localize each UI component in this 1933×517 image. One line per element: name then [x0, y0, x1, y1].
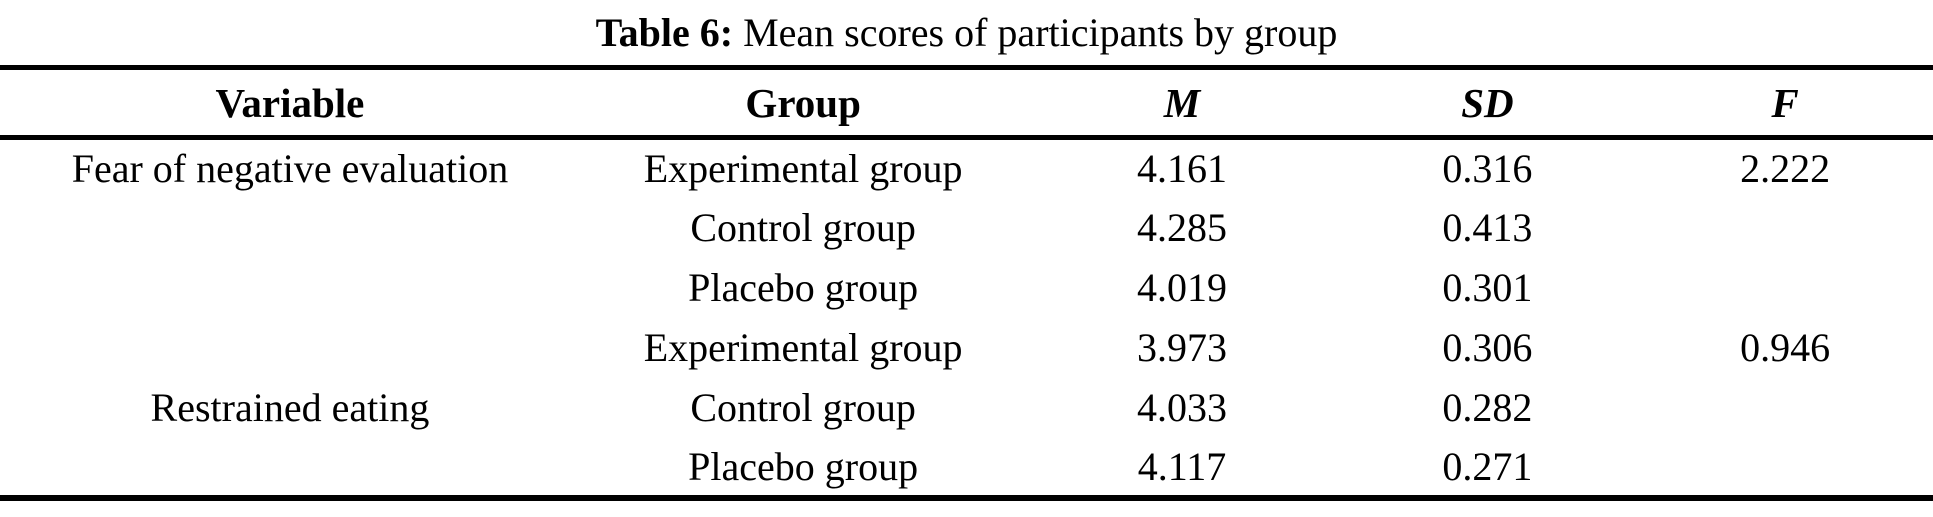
cell-sd: 0.316 [1442, 146, 1533, 192]
cell-group: Placebo group [688, 443, 919, 489]
table-row: Experimental group 3.973 0.306 0.946 [0, 318, 1933, 378]
cell-variable: Restrained eating [150, 385, 430, 430]
cell-group: Control group [690, 385, 916, 430]
cell-mean: 4.033 [1137, 385, 1227, 430]
cell-variable [0, 258, 580, 318]
table-caption-text: Mean scores of participants by group [733, 10, 1338, 55]
cell-f: 2.222 [1740, 146, 1831, 192]
table-caption: Table 6: Mean scores of participants by … [0, 0, 1933, 65]
header-variable: Variable [215, 79, 365, 126]
cell-f: 0.946 [1740, 325, 1831, 370]
table-row: Placebo group 4.117 0.271 [0, 438, 1933, 498]
header-row: Variable Group M SD F [0, 68, 1933, 138]
cell-group: Control group [690, 205, 916, 250]
cell-group: Placebo group [688, 265, 919, 310]
table-row: Placebo group 4.019 0.301 [0, 258, 1933, 318]
cell-f [1637, 198, 1933, 258]
cell-group: Experimental group [643, 325, 963, 370]
cell-f [1637, 258, 1933, 318]
cell-mean: 4.019 [1137, 265, 1227, 310]
cell-mean: 4.285 [1137, 205, 1227, 250]
header-mean: M [1163, 79, 1201, 126]
cell-sd: 0.413 [1442, 205, 1533, 250]
cell-sd: 0.301 [1442, 265, 1533, 310]
cell-sd: 0.306 [1442, 325, 1533, 370]
header-sd: SD [1461, 79, 1514, 126]
cell-sd: 0.282 [1442, 385, 1533, 430]
cell-f [1637, 438, 1933, 498]
table-row: Fear of negative evaluation Experimental… [0, 138, 1933, 198]
cell-group: Experimental group [643, 146, 963, 192]
table-caption-label: Table 6: [595, 10, 734, 55]
cell-variable [0, 198, 580, 258]
cell-variable: Fear of negative evaluation [71, 146, 509, 192]
cell-mean: 4.161 [1137, 146, 1227, 192]
mean-scores-table: Variable Group M SD F Fear of negative e… [0, 65, 1933, 501]
cell-mean: 4.117 [1137, 443, 1227, 489]
header-f: F [1771, 79, 1799, 126]
cell-f [1637, 378, 1933, 438]
cell-variable [0, 438, 580, 498]
cell-variable [0, 318, 580, 378]
cell-sd: 0.271 [1442, 443, 1533, 489]
table-row: Control group 4.285 0.413 [0, 198, 1933, 258]
cell-mean: 3.973 [1137, 325, 1227, 370]
header-group: Group [745, 79, 861, 126]
table-row: Restrained eating Control group 4.033 0.… [0, 378, 1933, 438]
